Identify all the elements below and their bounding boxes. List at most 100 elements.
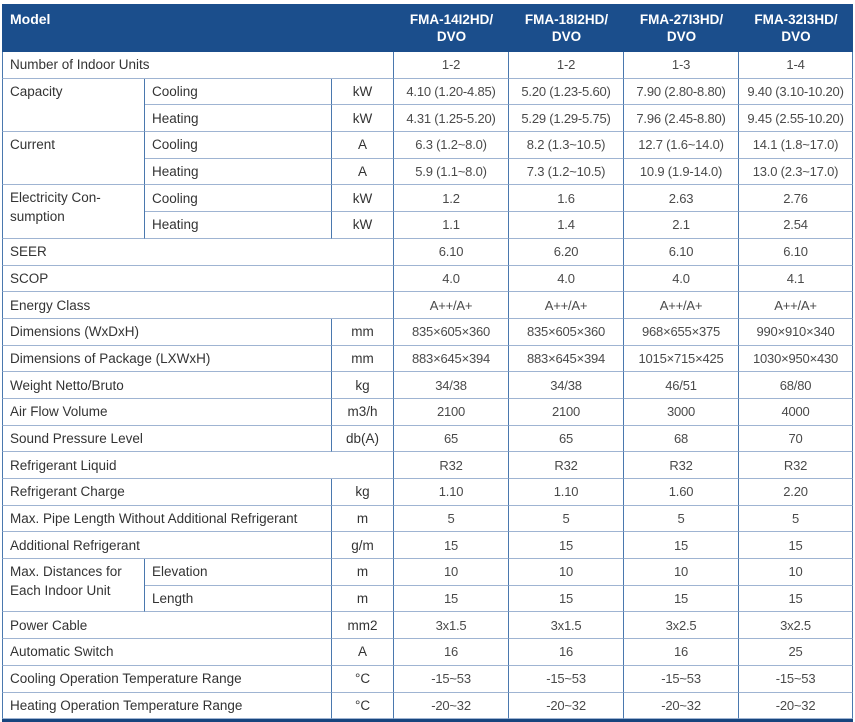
unit-cell: db(A): [332, 425, 395, 453]
label-cell: Sound Pressure Level: [2, 425, 332, 453]
label-cell: Cooling Operation Temperature Range: [2, 665, 332, 693]
table-row: SCOP 4.0 4.0 4.0 4.1: [2, 265, 854, 293]
sub-cell: Cooling: [145, 132, 332, 159]
value-cell: 68: [624, 425, 740, 453]
value-cell: 1.4: [509, 212, 625, 239]
table-row: Heating kW 1.1 1.4 2.1 2.54: [2, 212, 854, 239]
table-row: Weight Netto/Bruto kg 34/38 34/38 46/51 68/80: [2, 372, 854, 399]
header-row: Model FMA-14I2HD/ DVO FMA-18I2HD/ DVO FM…: [2, 4, 854, 52]
value-cell: 15: [509, 585, 625, 613]
value-cell: 1.1: [394, 212, 510, 239]
value-cell: 5: [509, 505, 625, 533]
unit-cell: mm: [332, 345, 395, 373]
value-cell: 13.0 (2.3~17.0): [739, 158, 854, 186]
value-cell: 5: [394, 505, 510, 533]
unit-cell: A: [332, 158, 395, 186]
value-cell: 1.10: [394, 479, 510, 506]
value-cell: 968×655×375: [624, 318, 740, 346]
value-cell: -20~32: [509, 692, 625, 720]
value-cell: 1-3: [624, 52, 740, 79]
sub-cell: Cooling: [145, 185, 332, 213]
value-cell: 4.0: [509, 265, 625, 293]
value-cell: 3x2.5: [739, 612, 854, 640]
unit-cell: kg: [332, 372, 395, 399]
value-cell: 5.20 (1.23-5.60): [509, 78, 625, 106]
value-cell: 9.40 (3.10-10.20): [739, 78, 854, 106]
label-cell: Dimensions (WxDxH): [2, 318, 332, 346]
table-row: Power Cable mm2 3x1.5 3x1.5 3x2.5 3x2.5: [2, 612, 854, 640]
value-cell: 1015×715×425: [624, 345, 740, 373]
unit-cell: °C: [332, 665, 395, 693]
table-row: Additional Refrigerant g/m 15 15 15 15: [2, 532, 854, 560]
column-header-fma-32i3hd-dvo: FMA-32I3HD/ DVO: [739, 4, 854, 52]
column-header-fma-14i2hd-dvo: FMA-14I2HD/ DVO: [394, 4, 510, 52]
value-cell: 3x1.5: [509, 612, 625, 640]
value-cell: 9.45 (2.55-10.20): [739, 105, 854, 133]
value-cell: 990×910×340: [739, 318, 854, 346]
table-row: Dimensions of Package (LXWxH) mm 883×645×3…: [2, 345, 854, 373]
value-cell: 3x2.5: [624, 612, 740, 640]
label-cell: Refrigerant Liquid: [2, 452, 395, 479]
value-cell: 15: [739, 585, 854, 613]
value-cell: -15~53: [394, 665, 510, 693]
label-cell: SCOP: [2, 265, 395, 293]
sub-cell: Elevation: [145, 559, 332, 586]
value-cell: 12.7 (1.6~14.0): [624, 132, 740, 159]
value-cell: 4.1: [739, 265, 854, 293]
unit-cell: mm: [332, 318, 395, 346]
unit-cell: kW: [332, 105, 395, 133]
value-cell: 2.63: [624, 185, 740, 213]
label-cell: Electricity Con- sumption: [2, 185, 145, 239]
value-cell: 34/38: [509, 372, 625, 399]
product-spec-table: Model FMA-14I2HD/ DVO FMA-18I2HD/ DVO FM…: [2, 4, 854, 722]
table-row: Energy Class A++/A+ A++/A+ A++/A+ A++/A+: [2, 292, 854, 319]
value-cell: 1-4: [739, 52, 854, 79]
value-cell: 3x1.5: [394, 612, 510, 640]
sub-cell: Cooling: [145, 78, 332, 106]
value-cell: 16: [509, 639, 625, 666]
sub-cell: Heating: [145, 212, 332, 239]
label-cell: Additional Refrigerant: [2, 532, 332, 560]
value-cell: 4.0: [394, 265, 510, 293]
header-model-label: Model: [2, 4, 395, 52]
value-cell: 25: [739, 639, 854, 666]
value-cell: 10: [394, 559, 510, 586]
value-cell: 15: [624, 532, 740, 560]
value-cell: A++/A+: [739, 292, 854, 319]
value-cell: R32: [509, 452, 625, 479]
sub-cell: Heating: [145, 158, 332, 186]
column-header-fma-18i2hd-dvo: FMA-18I2HD/ DVO: [509, 4, 625, 52]
value-cell: 65: [509, 425, 625, 453]
label-cell: Power Cable: [2, 612, 332, 640]
value-cell: 10: [739, 559, 854, 586]
table-row: Capacity Cooling kW 4.10 (1.20-4.85) 5.20 (1…: [2, 78, 854, 133]
value-cell: 2100: [394, 398, 510, 426]
table-row: Number of Indoor Units 1-2 1-2 1-3 1-4: [2, 52, 854, 79]
value-cell: 10: [624, 559, 740, 586]
label-cell: Automatic Switch: [2, 639, 332, 666]
value-cell: 5.29 (1.29-5.75): [509, 105, 625, 133]
value-cell: 1-2: [394, 52, 510, 79]
value-cell: 1-2: [509, 52, 625, 79]
value-cell: A++/A+: [509, 292, 625, 319]
value-cell: 2.1: [624, 212, 740, 239]
value-cell: 10: [509, 559, 625, 586]
table-body: Number of Indoor Units 1-2 1-2 1-3 1-4 Capaci…: [2, 52, 854, 720]
value-cell: 835×605×360: [509, 318, 625, 346]
value-cell: 6.10: [739, 238, 854, 266]
value-cell: 883×645×394: [394, 345, 510, 373]
table-row: Length m 15 15 15 15: [2, 585, 854, 613]
value-cell: -20~32: [739, 692, 854, 720]
column-header-fma-27i3hd-dvo: FMA-27I3HD/ DVO: [624, 4, 740, 52]
label-cell: Max. Pipe Length Without Additional Refr…: [2, 505, 332, 533]
value-cell: 68/80: [739, 372, 854, 399]
value-cell: 6.20: [509, 238, 625, 266]
table-row: Heating Operation Temperature Range °C -20…: [2, 692, 854, 720]
unit-cell: mm2: [332, 612, 395, 640]
value-cell: 4000: [739, 398, 854, 426]
table-row: Sound Pressure Level db(A) 65 65 68 70: [2, 425, 854, 453]
table-row: Air Flow Volume m3/h 2100 2100 3000 4000: [2, 398, 854, 426]
value-cell: 1.10: [509, 479, 625, 506]
value-cell: 15: [739, 532, 854, 560]
unit-cell: °C: [332, 692, 395, 720]
